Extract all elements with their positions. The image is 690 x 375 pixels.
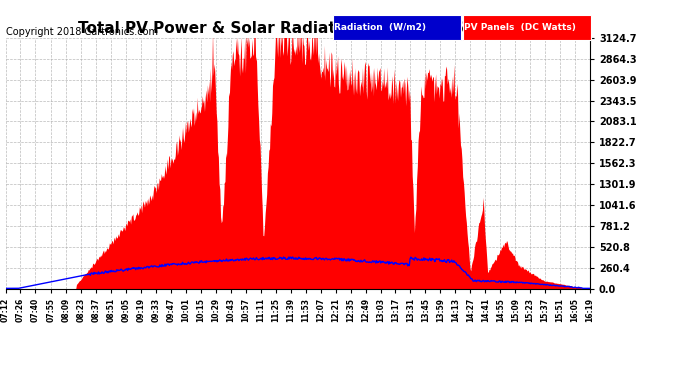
FancyBboxPatch shape	[333, 15, 462, 40]
FancyBboxPatch shape	[462, 15, 591, 40]
Text: Radiation  (W/m2): Radiation (W/m2)	[334, 23, 426, 32]
Text: PV Panels  (DC Watts): PV Panels (DC Watts)	[464, 23, 575, 32]
Title: Total PV Power & Solar Radiation Sun Dec 16 16:22: Total PV Power & Solar Radiation Sun Dec…	[78, 21, 518, 36]
Text: Copyright 2018 Cartronics.com: Copyright 2018 Cartronics.com	[6, 27, 158, 38]
